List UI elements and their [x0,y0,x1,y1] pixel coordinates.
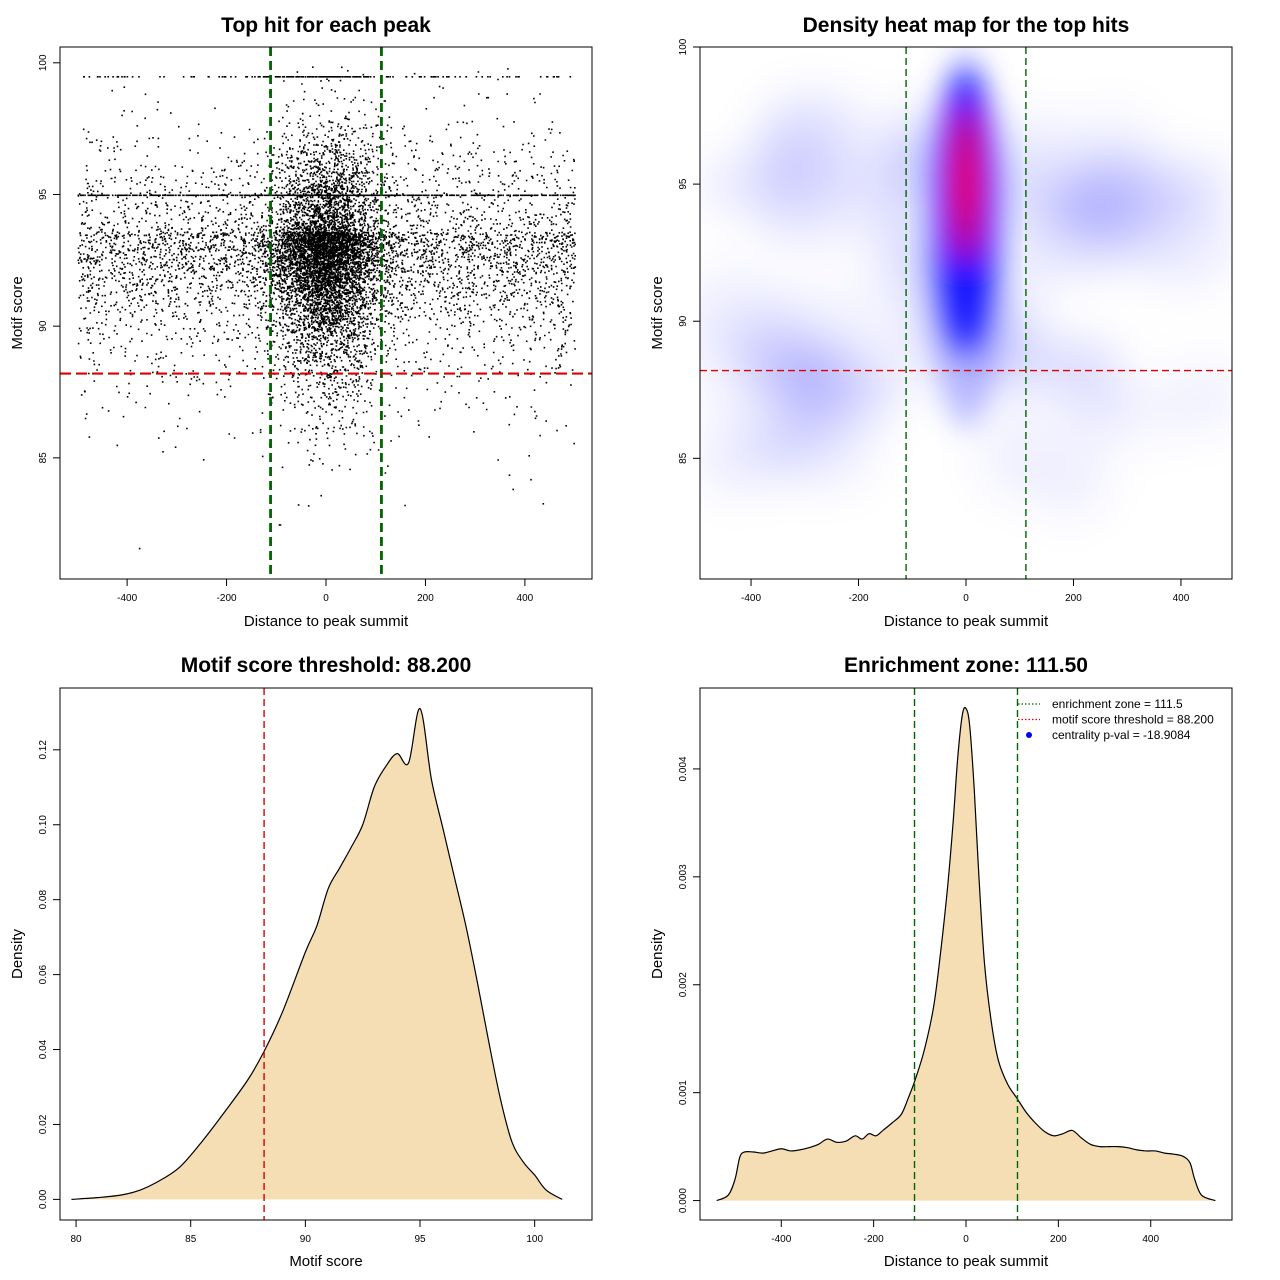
scatter-point-cloud [77,66,577,550]
plot-frame [699,46,1233,580]
heatmap-core-layer [926,48,1006,429]
y-axis-label: Motif score [9,276,26,349]
x-axis-label: Distance to peak summit [244,613,409,630]
x-tick-label: -400 [117,593,137,604]
heatmap-blob [1129,198,1232,288]
x-tick-label: -400 [771,1234,791,1245]
x-axis-ticks: -400 -200 0 200 400 [741,579,1190,604]
y-axis-label: Motif score [649,276,666,349]
y-axis-label: Density [649,928,666,979]
plot-frame [699,687,1233,1221]
x-tick-label: 400 [1142,1234,1159,1245]
x-tick-label: 200 [1050,1234,1067,1245]
x-axis-label: Distance to peak summit [884,1253,1049,1270]
score-density-panel: Motif score threshold: 88.200 80 85 90 95 10… [9,654,593,1270]
y-tick-label: 0.001 [678,1080,689,1105]
plot-frame [59,687,593,1221]
y-tick-label: 0.10 [38,815,49,835]
y-tick-label: 0.003 [678,864,689,889]
density-fill [71,708,563,1200]
legend-point [1026,732,1032,738]
x-tick-label: 400 [1173,593,1190,604]
panel-title: Density heat map for the top hits [803,14,1130,37]
heatmap-blob [1057,343,1134,436]
heatmap-blob [700,427,779,494]
y-tick-label: 90 [38,320,49,332]
reference-lines [700,47,1232,579]
y-axis-label: Density [9,928,26,979]
x-tick-label: -400 [741,593,761,604]
y-tick-label: 0.06 [38,964,49,984]
x-axis-label: Motif score [289,1253,362,1270]
y-tick-label: 90 [678,315,689,327]
x-tick-label: 95 [414,1234,426,1245]
y-tick-label: 95 [678,178,689,190]
heatmap-blob [737,350,830,395]
y-tick-label: 0.02 [38,1114,49,1134]
x-tick-label: -200 [864,1234,884,1245]
y-tick-label: 0.12 [38,740,49,760]
y-tick-label: 0.00 [38,1189,49,1209]
heatmap-blob [700,266,782,348]
y-tick-label: 85 [38,452,49,464]
scatter-points [77,66,577,550]
x-tick-label: -200 [849,593,869,604]
y-tick-label: 0.08 [38,890,49,910]
legend-label: centrality p-val = -18.9084 [1052,728,1191,742]
panel-title: Motif score threshold: 88.200 [181,654,472,677]
density-area [71,708,563,1200]
legend-label: enrichment zone = 111.5 [1052,697,1183,711]
y-tick-label: 100 [678,38,689,55]
y-axis-ticks: 0.000 0.001 0.002 0.003 0.004 [678,756,700,1213]
scatter-panel: Top hit for each peak -400 -200 0 200 400 85… [9,14,593,630]
x-tick-label: 200 [1065,593,1082,604]
reference-lines [60,47,592,579]
x-tick-label: 85 [185,1234,197,1245]
y-tick-label: 100 [38,54,49,71]
density-heatmap [700,47,1232,579]
heatmap-panel: Density heat map for the top hits -400 -2… [649,14,1233,630]
density-fill [716,707,1216,1201]
heatmap-blob [777,282,870,360]
x-tick-label: 400 [517,593,534,604]
plot-frame [59,46,593,580]
density-curve [716,706,1216,1202]
reference-lines [913,688,1019,1220]
y-tick-label: 0.002 [678,972,689,997]
y-axis-ticks: 85 90 95 100 [38,54,60,463]
x-axis-ticks: -400 -200 0 200 400 [117,579,534,604]
density-area [716,706,1216,1202]
y-axis-ticks: 85 90 95 100 [678,38,700,464]
legend: enrichment zone = 111.5 motif score thres… [1018,697,1214,742]
y-tick-label: 85 [678,452,689,464]
x-axis-ticks: 80 85 90 95 100 [70,1220,543,1245]
legend-label: motif score threshold = 88.200 [1052,713,1214,727]
heatmap-hotspot [958,149,974,220]
density-curve [71,708,563,1200]
x-axis-label: Distance to peak summit [884,613,1049,630]
panel-title: Top hit for each peak [221,14,431,37]
y-tick-label: 0.04 [38,1039,49,1059]
heatmap-blob [1164,359,1232,433]
x-tick-label: 0 [963,593,969,604]
heatmap-blob [1027,431,1109,519]
y-tick-label: 95 [38,188,49,200]
x-tick-label: 0 [323,593,329,604]
x-tick-label: 100 [526,1234,543,1245]
panel-title: Enrichment zone: 111.50 [844,654,1088,677]
distance-density-panel: Enrichment zone: 111.50 -400 -200 0 200 400 … [649,654,1233,1270]
x-tick-label: 80 [70,1234,82,1245]
y-tick-label: 0.000 [678,1188,689,1213]
y-tick-label: 0.004 [678,756,689,781]
x-tick-label: 200 [417,593,434,604]
x-tick-label: -200 [217,593,237,604]
x-axis-ticks: -400 -200 0 200 400 [771,1220,1160,1245]
y-axis-ticks: 0.00 0.02 0.04 0.06 0.08 0.10 0.12 [38,740,60,1209]
x-tick-label: 90 [300,1234,312,1245]
x-tick-label: 0 [963,1234,969,1245]
